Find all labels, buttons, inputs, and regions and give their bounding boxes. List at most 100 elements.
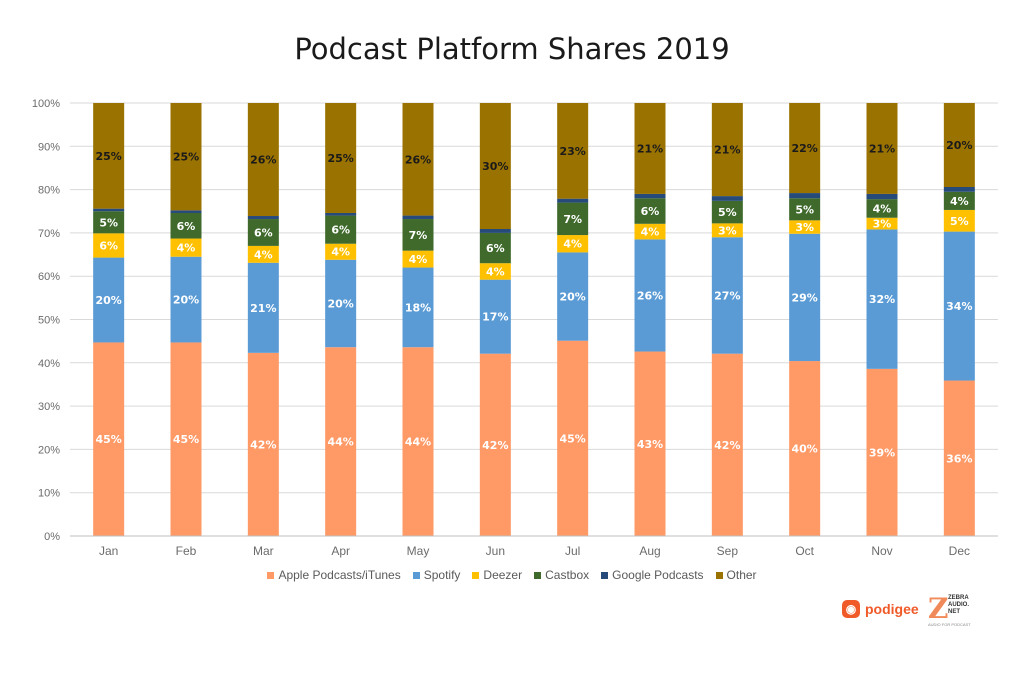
data-label: 43% <box>637 438 663 451</box>
bar-segment <box>943 209 975 232</box>
zebra-logo-tagline: AUDIO FOR PODCAST <box>928 622 971 627</box>
data-label: 45% <box>95 433 121 446</box>
data-label: 39% <box>869 446 895 459</box>
bar-segment <box>557 340 589 536</box>
data-label: 6% <box>331 224 350 237</box>
legend-swatch <box>267 571 275 579</box>
bar-segment <box>93 208 125 212</box>
bar-segment <box>170 210 202 213</box>
data-label: 3% <box>718 224 737 237</box>
bar-segment <box>634 223 666 240</box>
zebra-logo-line-2: AUDIO. <box>948 602 969 608</box>
legend-item: Apple Podcasts/iTunes <box>267 568 401 582</box>
bar-segment <box>93 257 125 343</box>
podigee-logo-icon: ◉ <box>842 600 860 618</box>
data-label: 7% <box>409 229 428 242</box>
data-label: 26% <box>637 289 663 302</box>
x-tick-label: Jun <box>486 544 505 558</box>
data-label: 5% <box>718 206 737 219</box>
x-tick-label: Oct <box>795 544 814 558</box>
data-label: 6% <box>641 205 660 218</box>
y-tick-label: 50% <box>38 315 60 327</box>
y-tick-label: 40% <box>38 358 60 370</box>
data-label: 23% <box>559 145 585 158</box>
data-label: 20% <box>327 297 353 310</box>
data-label: 42% <box>482 439 508 452</box>
bar-segment <box>711 200 743 224</box>
bar-segment <box>866 199 898 218</box>
legend: Apple Podcasts/iTunes Spotify Deezer Castbo… <box>0 568 1024 582</box>
x-tick-label: Mar <box>253 544 274 558</box>
bar-segment <box>789 233 821 362</box>
x-tick-label: Jul <box>565 544 580 558</box>
x-tick-label: Feb <box>176 544 197 558</box>
bar-segment <box>943 191 975 210</box>
bar-segment <box>634 198 666 224</box>
y-tick-label: 80% <box>38 185 60 197</box>
data-label: 22% <box>791 142 817 155</box>
data-label: 30% <box>482 160 508 173</box>
bar-segment <box>943 380 975 536</box>
bar-segment <box>402 267 434 348</box>
bar-segment <box>402 250 434 268</box>
data-label: 4% <box>331 246 350 259</box>
data-label: 20% <box>173 294 199 307</box>
bar-segment <box>711 196 743 201</box>
legend-label: Castbox <box>545 568 590 582</box>
bar-segment <box>325 215 357 244</box>
data-label: 7% <box>563 213 582 226</box>
x-tick-label: Aug <box>639 544 660 558</box>
podigee-logo-text: podigee <box>865 601 919 617</box>
y-tick-label: 100% <box>32 98 60 110</box>
zebra-logo-icon: Z <box>928 592 949 625</box>
x-tick-label: Apr <box>331 544 350 558</box>
data-label: 29% <box>791 291 817 304</box>
bar-segment <box>479 103 511 230</box>
chart-title: Podcast Platform Shares 2019 <box>294 32 730 66</box>
bar-segment <box>170 212 202 239</box>
bar-segment <box>711 237 743 354</box>
bar-segment <box>634 239 666 352</box>
zebra-logo-text: ZEBRA AUDIO. NET <box>948 595 988 616</box>
data-label: 20% <box>559 291 585 304</box>
data-label: 20% <box>95 294 121 307</box>
data-label: 6% <box>99 239 118 252</box>
data-label: 21% <box>714 144 740 157</box>
bar-segment <box>789 193 821 199</box>
bar-segment <box>557 202 589 236</box>
bar-segment <box>325 243 357 260</box>
bar-segment <box>789 103 821 194</box>
data-label: 21% <box>637 142 663 155</box>
data-label: 5% <box>99 216 118 229</box>
data-label: 36% <box>946 452 972 465</box>
bar-segment <box>557 235 589 253</box>
podigee-logo: ◉ podigee <box>842 600 919 618</box>
bar-segment <box>634 193 666 199</box>
bar-segment <box>247 103 279 217</box>
legend-item: Google Podcasts <box>601 568 704 582</box>
bar-segment <box>402 219 434 251</box>
x-tick-label: Sep <box>717 544 739 558</box>
bar-segment <box>325 103 357 213</box>
bar-segment <box>247 262 279 353</box>
data-label: 4% <box>409 253 428 266</box>
data-label: 26% <box>405 153 431 166</box>
legend-swatch <box>472 571 480 579</box>
bar-segment <box>402 103 434 216</box>
bar-segment <box>866 193 898 200</box>
bar-segment <box>943 187 975 192</box>
legend-label: Spotify <box>423 568 461 582</box>
data-label: 4% <box>486 265 505 278</box>
data-label: 4% <box>563 238 582 251</box>
zebra-logo-line-1: ZEBRA <box>948 595 969 601</box>
data-label: 4% <box>177 242 196 255</box>
data-label: 42% <box>714 439 740 452</box>
y-tick-label: 20% <box>38 444 60 456</box>
y-tick-label: 10% <box>38 488 60 500</box>
bar-segment <box>711 103 743 197</box>
bar-segment <box>247 245 279 263</box>
bar-segment <box>479 353 511 536</box>
legend-swatch <box>715 571 723 579</box>
data-label: 4% <box>873 202 892 215</box>
